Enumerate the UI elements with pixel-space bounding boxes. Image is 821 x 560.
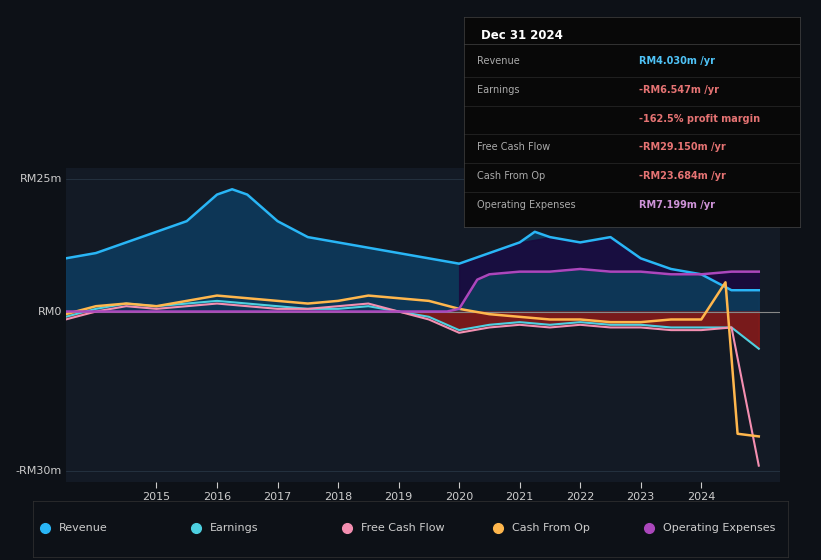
Text: Free Cash Flow: Free Cash Flow	[477, 142, 551, 152]
Text: -RM23.684m /yr: -RM23.684m /yr	[639, 171, 726, 181]
Text: Cash From Op: Cash From Op	[477, 171, 546, 181]
Text: Operating Expenses: Operating Expenses	[477, 199, 576, 209]
Text: Dec 31 2024: Dec 31 2024	[481, 30, 562, 43]
Text: -RM29.150m /yr: -RM29.150m /yr	[639, 142, 726, 152]
Text: Operating Expenses: Operating Expenses	[663, 523, 775, 533]
Text: Earnings: Earnings	[477, 85, 520, 95]
Text: Free Cash Flow: Free Cash Flow	[360, 523, 444, 533]
Text: Revenue: Revenue	[477, 56, 520, 66]
Text: Revenue: Revenue	[58, 523, 108, 533]
Text: RM0: RM0	[38, 306, 62, 316]
Text: Earnings: Earnings	[209, 523, 258, 533]
Text: -RM6.547m /yr: -RM6.547m /yr	[639, 85, 719, 95]
Text: Cash From Op: Cash From Op	[511, 523, 589, 533]
Text: RM4.030m /yr: RM4.030m /yr	[639, 56, 715, 66]
Text: RM7.199m /yr: RM7.199m /yr	[639, 199, 715, 209]
Text: RM25m: RM25m	[20, 174, 62, 184]
Text: -162.5% profit margin: -162.5% profit margin	[639, 114, 760, 124]
Text: -RM30m: -RM30m	[16, 466, 62, 476]
